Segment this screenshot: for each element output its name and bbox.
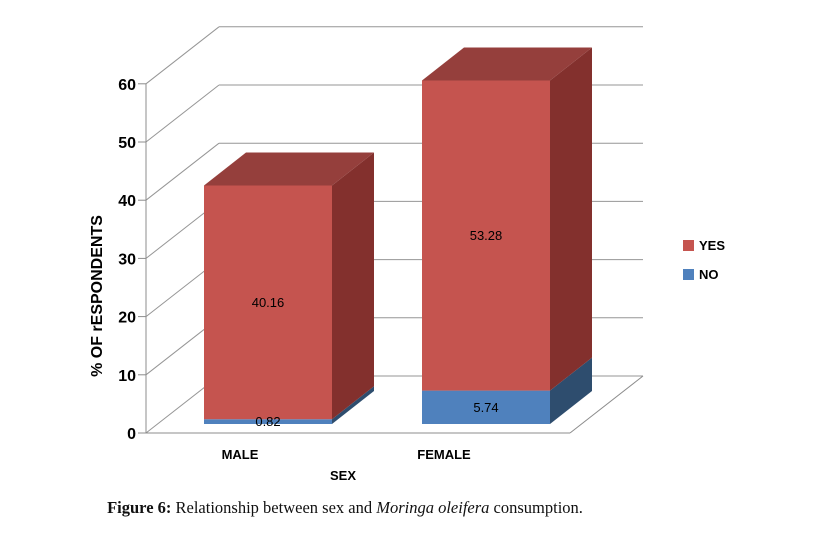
legend: YES NO — [683, 238, 725, 282]
data-label-female-no: 5.74 — [473, 400, 498, 415]
y-tick-label-40: 40 — [118, 193, 136, 210]
bar-top-face — [204, 152, 374, 186]
bar-chart-3d: 0 10 20 30 40 50 60 0.82 40.16 5.74 53.28 MALE FEM… — [89, 26, 725, 483]
x-tick-label-male: MALE — [222, 447, 259, 462]
floor-right-edge — [569, 375, 644, 434]
bar-front-face — [422, 390, 550, 424]
bar-top-face — [422, 47, 592, 81]
figure-caption-label: Figure 6: — [107, 498, 172, 517]
bar-side-face — [550, 357, 592, 424]
y-tick-label-50: 50 — [118, 135, 136, 152]
legend-swatch-no — [683, 269, 694, 280]
figure-caption-text-1: Relationship between sex and — [171, 498, 377, 517]
bar-side-face — [332, 152, 374, 420]
legend-label-no: NO — [699, 267, 719, 282]
bar-front-face — [204, 185, 332, 420]
gridline-side-40 — [145, 142, 220, 201]
bar-male-no — [204, 386, 374, 424]
axes: 0 10 20 30 40 50 60 — [118, 77, 644, 443]
figure-caption: Figure 6: Relationship between sex and M… — [0, 498, 690, 518]
y-tick-label-0: 0 — [127, 426, 136, 443]
data-labels: 0.82 40.16 5.74 53.28 — [252, 228, 503, 429]
data-label-male-no: 0.82 — [255, 414, 280, 429]
figure-caption-species: Moringa oleifera — [376, 498, 490, 517]
y-tick-label-60: 60 — [118, 77, 136, 94]
legend-item-yes: YES — [683, 238, 725, 253]
y-tick-label-30: 30 — [118, 251, 136, 268]
bar-male-yes — [204, 152, 374, 420]
gridline-side-60 — [145, 26, 220, 85]
data-label-male-yes: 40.16 — [252, 295, 285, 310]
category-labels: MALE FEMALE — [222, 447, 471, 462]
x-tick-label-female: FEMALE — [417, 447, 471, 462]
bar-female-no — [422, 357, 592, 424]
legend-swatch-yes — [683, 240, 694, 251]
gridline-side-50 — [145, 84, 220, 143]
bar-side-face — [332, 386, 374, 424]
bar-front-face — [422, 80, 550, 391]
x-axis-title: SEX — [330, 468, 356, 483]
bars — [204, 47, 592, 424]
y-tick-label-20: 20 — [118, 310, 136, 327]
legend-item-no: NO — [683, 267, 719, 282]
bar-side-face — [550, 47, 592, 391]
data-label-female-yes: 53.28 — [470, 228, 503, 243]
chart-area: 0 10 20 30 40 50 60 0.82 40.16 5.74 53.28 MALE FEM… — [89, 26, 725, 483]
legend-label-yes: YES — [699, 238, 725, 253]
y-axis-title: % OF rESPONDENTS — [89, 215, 106, 377]
y-tick-label-10: 10 — [118, 368, 136, 385]
figure-caption-text-2: consumption. — [489, 498, 583, 517]
bar-front-face — [204, 419, 332, 424]
bar-female-yes — [422, 47, 592, 391]
